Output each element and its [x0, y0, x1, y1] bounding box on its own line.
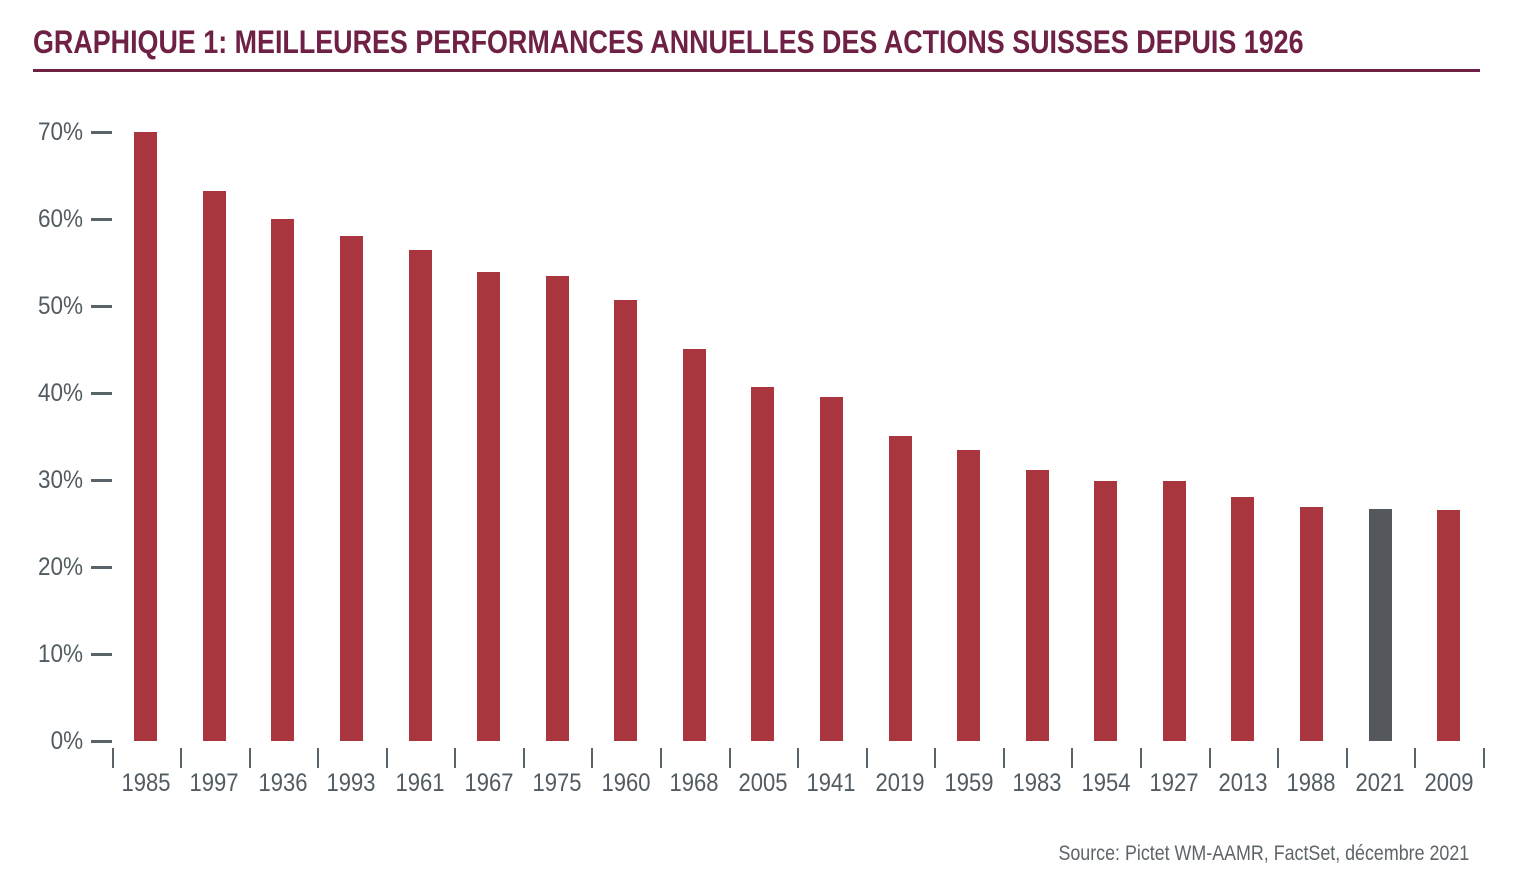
bar-1983 — [1026, 470, 1049, 741]
bar-1985 — [134, 132, 157, 741]
x-axis-tick — [386, 748, 388, 768]
bar-1959 — [957, 450, 980, 741]
x-label-2013: 2013 — [1218, 769, 1268, 797]
bar-1968 — [683, 349, 706, 741]
y-axis-tick-dash — [91, 478, 112, 482]
x-axis-tick — [729, 748, 731, 768]
y-axis-tick-text: 50% — [37, 291, 83, 320]
y-axis-tick-text: 20% — [37, 552, 83, 581]
x-axis-tick — [249, 748, 251, 768]
bar-1997 — [203, 191, 226, 741]
x-label-1988: 1988 — [1286, 769, 1336, 797]
x-axis-tick — [523, 748, 525, 768]
x-axis-tick — [1209, 748, 1211, 768]
x-axis-tick — [866, 748, 868, 768]
bar-2019 — [889, 436, 912, 741]
x-axis-tick — [1277, 748, 1279, 768]
x-label-2019: 2019 — [875, 769, 925, 797]
x-axis-tick — [591, 748, 593, 768]
y-axis-label-70: 70% — [0, 118, 112, 146]
bar-1967 — [477, 272, 500, 741]
x-axis-tick — [317, 748, 319, 768]
y-axis-label-60: 60% — [0, 205, 112, 233]
y-axis-tick-text: 0% — [50, 726, 83, 755]
title-underline — [33, 69, 1480, 72]
y-axis-tick-dash — [91, 304, 112, 308]
bar-1961 — [409, 250, 432, 741]
x-label-1941: 1941 — [806, 769, 856, 797]
y-axis-tick-text: 30% — [37, 465, 83, 494]
y-axis-label-50: 50% — [0, 292, 112, 320]
bar-2021 — [1369, 509, 1392, 741]
y-axis-tick-dash — [91, 130, 112, 134]
x-label-1968: 1968 — [669, 769, 719, 797]
y-axis-tick-text: 40% — [37, 378, 83, 407]
bar-1927 — [1163, 481, 1186, 741]
bar-2005 — [751, 387, 774, 741]
x-axis-tick — [1483, 748, 1485, 768]
x-axis-tick — [797, 748, 799, 768]
y-axis-label-10: 10% — [0, 640, 112, 668]
bar-1941 — [820, 397, 843, 741]
y-axis-tick-dash — [91, 217, 112, 221]
y-axis-tick-dash — [91, 739, 112, 743]
x-axis-tick — [1003, 748, 1005, 768]
x-label-2005: 2005 — [738, 769, 788, 797]
x-label-1961: 1961 — [395, 769, 445, 797]
source-note: Source: Pictet WM-AAMR, FactSet, décembr… — [1058, 842, 1469, 865]
x-label-1985: 1985 — [121, 769, 171, 797]
bar-2013 — [1231, 497, 1254, 741]
x-label-1960: 1960 — [601, 769, 651, 797]
bar-2009 — [1437, 510, 1460, 741]
x-label-2021: 2021 — [1355, 769, 1405, 797]
bar-1993 — [340, 236, 363, 741]
chart-title: GRAPHIQUE 1: MEILLEURES PERFORMANCES ANN… — [33, 24, 1304, 60]
x-axis-tick — [1346, 748, 1348, 768]
x-axis-tick — [934, 748, 936, 768]
x-label-2009: 2009 — [1424, 769, 1474, 797]
x-label-1997: 1997 — [189, 769, 239, 797]
bar-1936 — [271, 219, 294, 741]
bar-1988 — [1300, 507, 1323, 741]
x-label-1967: 1967 — [464, 769, 514, 797]
bar-1960 — [614, 300, 637, 741]
x-label-1954: 1954 — [1081, 769, 1131, 797]
x-axis-tick — [180, 748, 182, 768]
bar-1975 — [546, 276, 569, 741]
y-axis-label-0: 0% — [0, 727, 112, 755]
x-label-1993: 1993 — [326, 769, 376, 797]
y-axis-tick-dash — [91, 391, 112, 395]
y-axis-label-20: 20% — [0, 553, 112, 581]
x-label-1975: 1975 — [532, 769, 582, 797]
x-label-1959: 1959 — [944, 769, 994, 797]
y-axis-tick-text: 10% — [37, 639, 83, 668]
x-label-1936: 1936 — [258, 769, 308, 797]
y-axis-label-30: 30% — [0, 466, 112, 494]
bar-1954 — [1094, 481, 1117, 741]
x-axis-tick — [454, 748, 456, 768]
x-axis-tick — [1414, 748, 1416, 768]
x-label-1983: 1983 — [1012, 769, 1062, 797]
x-label-1927: 1927 — [1149, 769, 1199, 797]
x-axis-tick — [1071, 748, 1073, 768]
y-axis-tick-dash — [91, 652, 112, 656]
y-axis-tick-text: 60% — [37, 204, 83, 233]
x-axis-tick — [112, 748, 114, 768]
y-axis-tick-text: 70% — [37, 117, 83, 146]
y-axis-tick-dash — [91, 565, 112, 569]
x-axis-tick — [660, 748, 662, 768]
x-axis-tick — [1140, 748, 1142, 768]
y-axis-label-40: 40% — [0, 379, 112, 407]
